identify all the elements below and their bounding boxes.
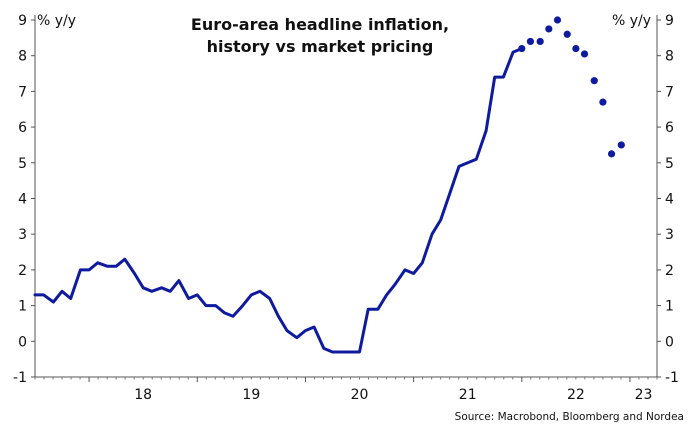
- left-y-tick-label: 1: [18, 299, 27, 315]
- right-y-tick-label: -1: [665, 370, 679, 386]
- left-axis-unit-label: % y/y: [37, 13, 77, 29]
- right-y-tick-label: 8: [665, 49, 674, 65]
- left-y-tick-label: 3: [18, 227, 27, 243]
- right-y-tick-label: 2: [665, 263, 674, 279]
- right-y-tick-label: 3: [665, 227, 674, 243]
- left-y-tick-label: 6: [18, 120, 27, 136]
- chart-title: Euro-area headline inflation, history vs…: [170, 14, 470, 58]
- plot-frame: [34, 15, 658, 378]
- history-line: [33, 47, 524, 354]
- x-tick-label: 21: [459, 387, 477, 403]
- chart-title-line-2: history vs market pricing: [206, 37, 434, 56]
- left-y-tick-label: 9: [18, 13, 27, 29]
- right-y-tick-label: 0: [665, 334, 674, 350]
- market-pricing-point: [617, 141, 625, 149]
- market-pricing-point: [553, 16, 562, 24]
- market-pricing-point: [590, 77, 598, 85]
- left-y-tick-label: 7: [18, 84, 27, 100]
- x-tick-label: 20: [351, 387, 369, 403]
- market-pricing-point: [599, 98, 607, 106]
- right-y-tick-label: 1: [665, 299, 674, 315]
- left-y-tick-label: 8: [18, 49, 27, 65]
- left-y-tick-label: 0: [18, 334, 27, 350]
- right-y-tick-label: 4: [665, 192, 674, 208]
- x-tick-label: 23: [635, 387, 653, 403]
- left-y-axis: -1 0 1 2 3 4 5 6 7 8 9: [13, 13, 35, 386]
- right-y-tick-label: 6: [665, 120, 674, 136]
- market-pricing-point: [545, 25, 553, 33]
- x-tick-label: 18: [134, 387, 152, 403]
- right-y-axis: -1 0 1 2 3 4 5 6 7 8 9: [657, 13, 679, 386]
- x-tick-label: 19: [242, 387, 260, 403]
- left-y-tick-label: 4: [18, 192, 27, 208]
- right-y-tick-label: 7: [665, 84, 674, 100]
- x-axis: 18 19 20 21 22 23: [34, 377, 658, 403]
- market-pricing-point: [518, 44, 526, 53]
- right-axis-unit-label: % y/y: [612, 13, 652, 29]
- market-pricing-point: [526, 37, 535, 46]
- market-pricing-point: [607, 150, 616, 158]
- left-y-tick-label: 5: [18, 156, 27, 172]
- market-pricing-point: [572, 44, 580, 53]
- right-y-tick-label: 9: [665, 13, 674, 29]
- market-pricing-point: [536, 37, 544, 46]
- right-y-tick-label: 5: [665, 156, 674, 172]
- left-y-tick-label: -1: [13, 370, 27, 386]
- chart-title-line-1: Euro-area headline inflation,: [190, 15, 450, 34]
- series-layer: [33, 16, 625, 354]
- market-pricing-point: [563, 30, 571, 38]
- left-y-tick-label: 2: [18, 263, 27, 279]
- source-note: Source: Macrobond, Bloomberg and Nordea: [454, 411, 684, 423]
- x-tick-label: 22: [567, 387, 585, 403]
- market-pricing-point: [580, 50, 589, 58]
